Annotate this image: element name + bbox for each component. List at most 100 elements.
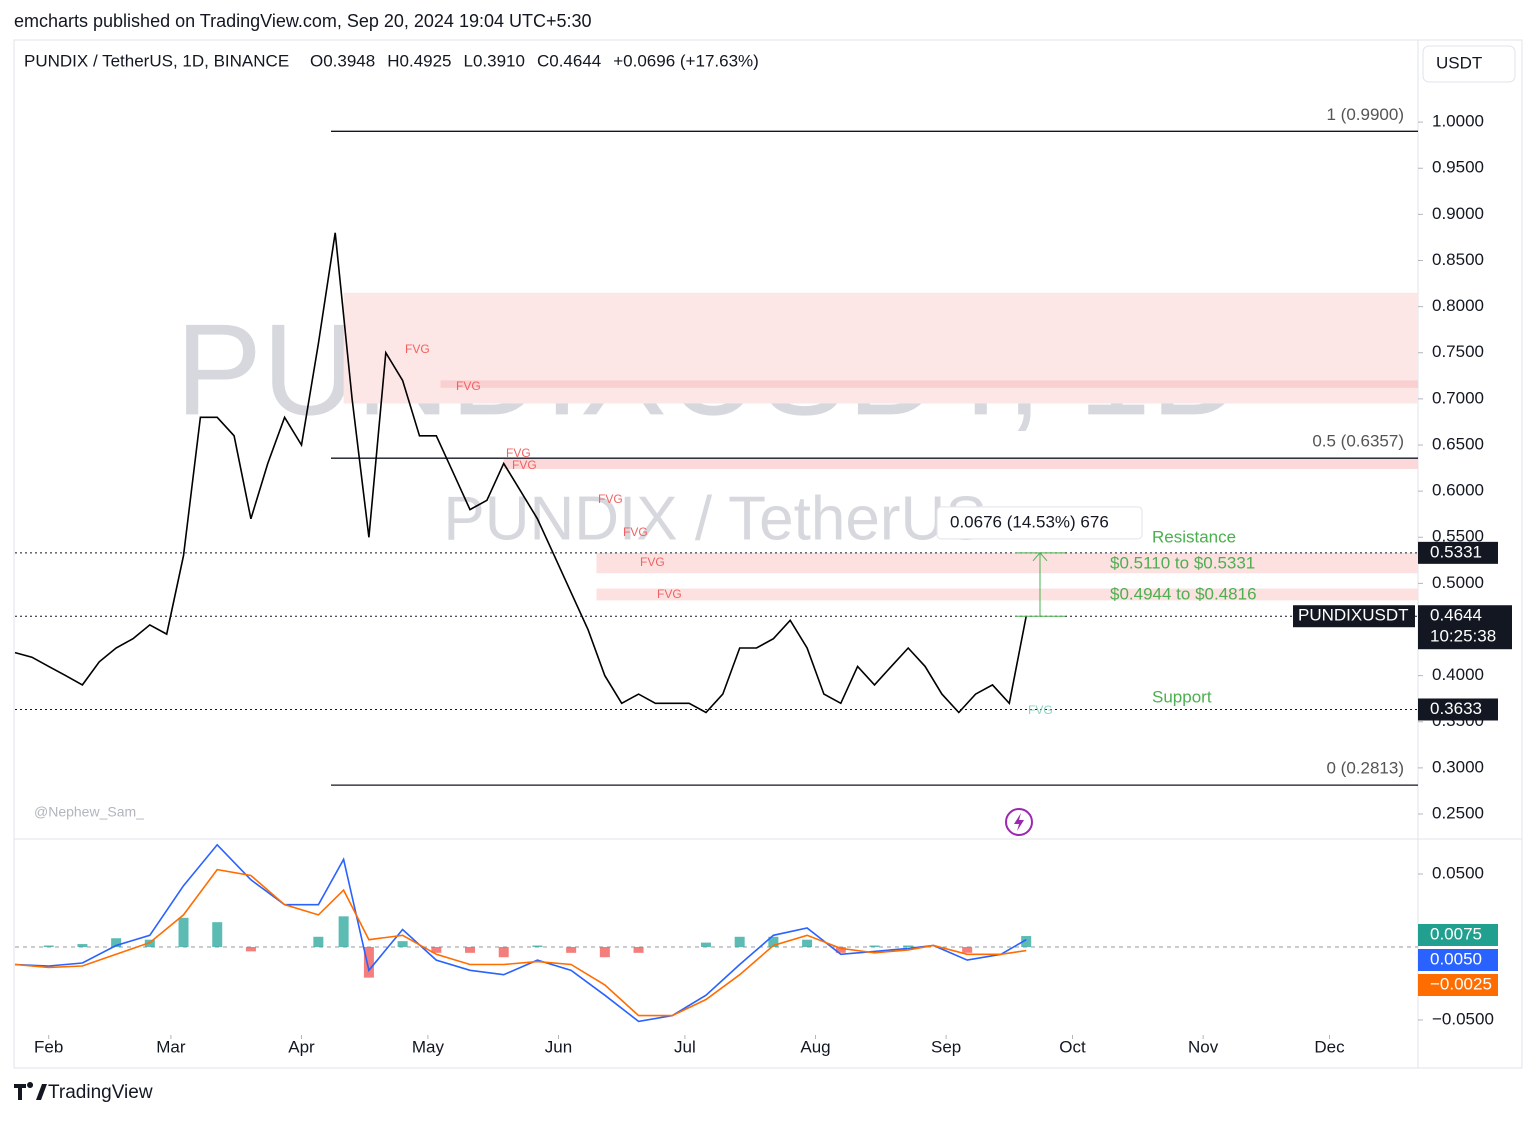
annotation: $0.5110 to $0.5331 <box>1110 553 1255 572</box>
histogram-bar <box>313 936 324 947</box>
histogram-bar <box>397 941 408 947</box>
histogram-bar <box>431 946 442 953</box>
histogram-bar <box>77 944 88 947</box>
macd-pane: 0.0500 −0.0500 0.0075 0.0050 −0.0025 <box>14 843 1498 1028</box>
price-tag <box>1418 541 1498 564</box>
histogram-bar <box>962 946 973 953</box>
histogram-bar <box>178 917 189 947</box>
y-tick-label: 0.3000 <box>1432 757 1484 776</box>
y-tick-label: 0.9500 <box>1432 158 1484 177</box>
histogram-bar <box>43 945 54 947</box>
value-tag <box>1418 924 1498 946</box>
histogram-bar <box>835 946 846 953</box>
fib-label: 1 (0.9900) <box>1327 105 1405 124</box>
watermark-subtitle: PUNDIX / TetherUS <box>443 484 986 553</box>
value-tag-label: −0.0025 <box>1430 974 1492 993</box>
y-tick-label: 0.8000 <box>1432 296 1484 315</box>
fvg-label: FVG <box>598 492 623 506</box>
price-tag <box>1418 698 1498 721</box>
x-tick-label: Nov <box>1188 1037 1219 1056</box>
ohlc-value: C0.4644 <box>537 51 601 70</box>
y-tick-label: 1.0000 <box>1432 112 1484 131</box>
fib-label: 0.5 (0.6357) <box>1312 432 1404 451</box>
x-tick-label: Jul <box>674 1037 696 1056</box>
fvg-label: FVG <box>512 458 537 472</box>
ohlc-value: O0.3948 <box>310 51 375 70</box>
measure-box <box>936 506 1143 540</box>
y-tick-label: 0.8500 <box>1432 250 1484 269</box>
histogram-bar <box>566 946 577 953</box>
ohlc-value: +0.0696 (+17.63%) <box>613 51 759 70</box>
histogram-bar <box>338 916 349 947</box>
value-tag <box>1418 949 1498 971</box>
x-tick-label: Jun <box>545 1037 572 1056</box>
histogram-bar <box>1021 936 1032 947</box>
price-tag-label: 0.3633 <box>1430 699 1482 718</box>
annotation: Support <box>1152 687 1212 706</box>
measure-arrowhead <box>1032 552 1048 562</box>
value-tag <box>1418 974 1498 996</box>
y-tick-label: 0.2500 <box>1432 803 1484 822</box>
histogram-bar <box>734 936 745 947</box>
x-tick-label: Apr <box>288 1037 315 1056</box>
fvg-label: FVG <box>405 342 430 356</box>
annotation: Resistance <box>1152 527 1236 546</box>
countdown: 10:25:38 <box>1430 627 1496 646</box>
y-tick-label: 0.6000 <box>1432 481 1484 500</box>
symbol-tag-label: PUNDIXUSDT <box>1298 606 1409 625</box>
x-tick-label: Dec <box>1314 1037 1345 1056</box>
ohlc-value: L0.3910 <box>464 51 525 70</box>
y-tick-label: 0.7500 <box>1432 342 1484 361</box>
publisher: emcharts published on TradingView.com, S… <box>14 11 592 31</box>
histogram-bar <box>802 939 813 947</box>
histogram-bar <box>363 946 374 978</box>
currency-label[interactable]: USDT <box>1436 53 1482 72</box>
histogram-bar <box>245 946 256 952</box>
x-tick-label: May <box>412 1037 445 1056</box>
price-pane: 0.25000.30000.35000.40000.45000.50000.55… <box>14 105 1512 822</box>
x-tick-label: Aug <box>800 1037 830 1056</box>
fib-label: 0 (0.2813) <box>1327 759 1405 778</box>
fvg-zone <box>503 458 1418 469</box>
y-tick-label: 0.0500 <box>1432 863 1484 882</box>
ohlc-value: H0.4925 <box>387 51 451 70</box>
histogram-bar <box>768 936 779 947</box>
histogram-bar <box>498 946 509 958</box>
annotation: $0.4944 to $0.4816 <box>1110 584 1257 603</box>
tradingview-logo <box>14 1082 47 1100</box>
symbol-title: PUNDIX / TetherUS, 1D, BINANCE <box>24 51 289 70</box>
histogram-bar <box>532 945 543 947</box>
histogram-bar <box>599 946 610 958</box>
histogram-bar <box>111 938 122 947</box>
x-tick-label: Feb <box>34 1037 63 1056</box>
credit: @Nephew_Sam_ <box>34 804 144 820</box>
histogram-bar <box>700 942 711 947</box>
histogram-bar <box>869 945 880 947</box>
fvg-label: FVG <box>506 446 531 460</box>
fvg-zone <box>596 552 1418 574</box>
currency-button[interactable] <box>1422 45 1516 83</box>
histogram-bar <box>212 922 223 947</box>
fvg-label: FVG <box>657 587 682 601</box>
fvg-label: FVG <box>1028 703 1053 717</box>
price-tag <box>1418 605 1512 650</box>
x-tick-label: Mar <box>156 1037 186 1056</box>
series-line <box>14 868 1027 1017</box>
y-tick-label: 0.5000 <box>1432 573 1484 592</box>
series-line <box>14 843 1027 1023</box>
x-tick-label: Sep <box>931 1037 961 1056</box>
histogram-bar <box>633 946 644 953</box>
fvg-label: FVG <box>456 379 481 393</box>
histogram-bar <box>465 946 476 953</box>
brand: TradingView <box>48 1082 153 1103</box>
symbol-tag <box>1293 605 1415 628</box>
fvg-zone <box>596 588 1418 601</box>
fvg-label: FVG <box>640 555 665 569</box>
chart-frame <box>13 39 1523 1069</box>
y-tick-label: 0.7000 <box>1432 388 1484 407</box>
series-line <box>14 232 1027 714</box>
value-tag-label: 0.0050 <box>1430 949 1482 968</box>
event-icon[interactable] <box>1005 808 1033 836</box>
price-tag-label: 0.5331 <box>1430 542 1482 561</box>
